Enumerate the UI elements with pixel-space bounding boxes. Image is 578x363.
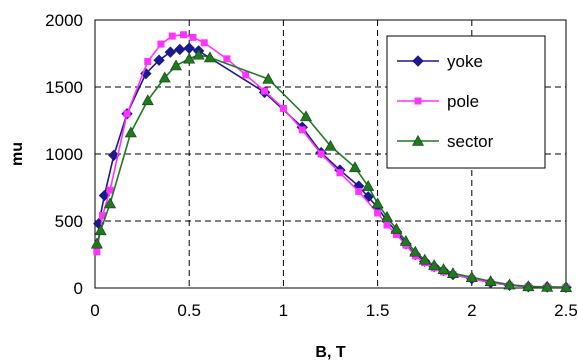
data-point-pole <box>261 87 269 95</box>
x-tick-label: 1 <box>279 301 288 320</box>
data-point-sector <box>465 271 478 282</box>
data-point-pole <box>200 39 208 47</box>
data-point-pole <box>180 31 188 39</box>
x-tick-label: 2.5 <box>554 301 578 320</box>
data-point-sector <box>418 253 431 265</box>
data-point-sector <box>541 280 554 292</box>
y-axis-title: mu <box>9 142 26 166</box>
series-sector <box>90 48 573 293</box>
data-point-pole <box>157 40 165 48</box>
data-point-yoke <box>164 46 177 58</box>
data-point-pole <box>242 71 250 79</box>
x-tick-label: 0 <box>90 301 99 320</box>
data-point-yoke <box>108 149 120 162</box>
data-point-sector <box>390 222 403 234</box>
data-point-sector <box>262 72 275 84</box>
y-tick-label: 0 <box>74 279 83 298</box>
data-point-yoke <box>183 42 195 54</box>
data-point-sector <box>94 224 107 236</box>
data-point-sector <box>381 210 394 222</box>
data-point-pole <box>99 212 107 220</box>
data-point-pole <box>374 209 382 217</box>
data-point-pole <box>223 55 231 63</box>
data-point-sector <box>522 280 535 292</box>
y-tick-label: 1500 <box>45 78 83 97</box>
legend-label-sector: sector <box>447 132 494 151</box>
legend-marker-pole <box>414 97 422 105</box>
plot-frame <box>94 19 567 289</box>
legend-label-pole: pole <box>447 92 479 111</box>
data-point-yoke <box>174 43 186 56</box>
data-point-sector <box>324 139 337 151</box>
y-tick-label: 1000 <box>45 145 83 164</box>
x-tick-labels: 0 0.5 1 1.5 2 2.5 <box>90 301 578 320</box>
data-point-pole <box>392 230 400 238</box>
data-point-sector <box>183 52 196 64</box>
data-point-pole <box>279 104 287 112</box>
data-point-sector <box>203 51 216 63</box>
data-point-sector <box>299 110 313 122</box>
data-point-sector <box>90 237 103 249</box>
data-point-sector <box>559 281 573 293</box>
legend-marker-yoke <box>412 55 424 67</box>
x-tick-label: 2 <box>467 301 476 320</box>
data-point-sector <box>503 278 516 290</box>
legend-box <box>386 35 546 169</box>
data-point-sector <box>170 59 183 71</box>
data-point-pole <box>383 221 391 229</box>
data-point-sector <box>104 197 117 209</box>
data-point-sector <box>446 267 459 278</box>
legend-marker-sector <box>411 134 425 146</box>
data-point-sector <box>399 234 412 246</box>
legend: yoke pole sector <box>386 35 546 169</box>
data-point-sector <box>409 245 422 257</box>
data-point-pole <box>336 169 344 177</box>
legend-label-yoke: yoke <box>447 52 483 71</box>
data-point-pole <box>144 58 152 66</box>
data-point-sector <box>124 126 137 138</box>
data-point-sector <box>484 275 497 287</box>
data-point-sector <box>371 197 384 209</box>
data-point-sector <box>348 161 362 173</box>
data-point-sector <box>428 259 441 270</box>
x-tick-label: 1.5 <box>366 301 390 320</box>
series-group <box>90 31 573 294</box>
data-point-sector <box>158 71 171 83</box>
data-point-sector <box>192 48 205 60</box>
data-point-pole <box>189 33 197 41</box>
y-tick-label: 500 <box>55 212 83 231</box>
data-point-pole <box>317 150 325 158</box>
x-axis-title: B, T <box>315 344 345 361</box>
data-point-pole <box>123 110 131 118</box>
data-point-pole <box>355 188 363 196</box>
y-tick-labels: 0 500 1000 1500 2000 <box>45 11 83 298</box>
y-tick-label: 2000 <box>45 11 83 30</box>
data-point-sector <box>141 94 154 106</box>
data-point-pole <box>298 126 306 134</box>
data-point-sector <box>437 263 450 274</box>
data-point-pole <box>168 32 176 40</box>
data-point-pole <box>93 248 101 256</box>
x-tick-label: 0.5 <box>177 301 201 320</box>
data-point-pole <box>106 186 114 194</box>
data-point-yoke <box>153 54 165 66</box>
data-point-sector <box>362 180 375 191</box>
